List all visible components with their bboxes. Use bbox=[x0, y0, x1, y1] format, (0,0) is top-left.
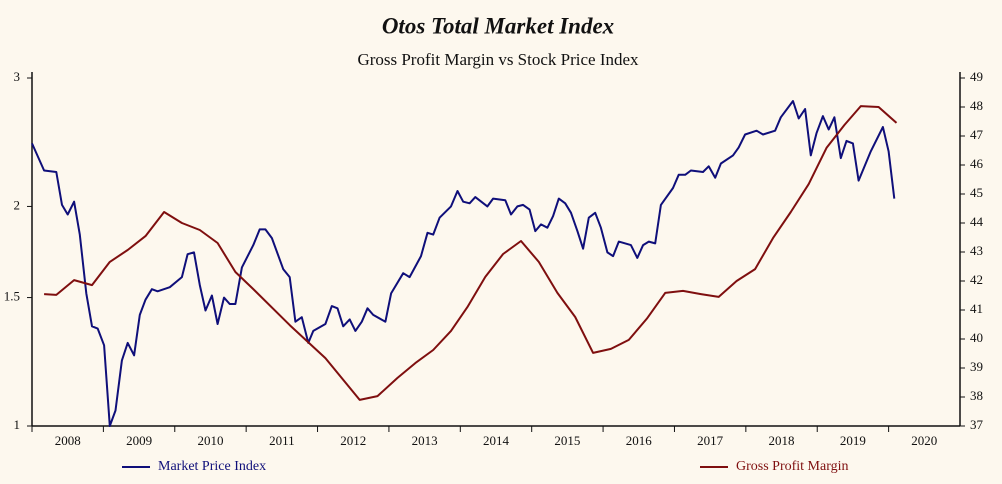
x-tick-label: 2017 bbox=[697, 433, 724, 448]
y2-tick-label: 42 bbox=[970, 272, 983, 287]
y-tick-label: 1 bbox=[14, 417, 21, 432]
y2-tick-label: 41 bbox=[970, 301, 983, 316]
y2-tick-label: 44 bbox=[970, 214, 984, 229]
x-tick-label: 2010 bbox=[197, 433, 223, 448]
y2-tick-label: 40 bbox=[970, 330, 983, 345]
chart-subtitle: Gross Profit Margin vs Stock Price Index bbox=[357, 50, 639, 69]
y2-tick-label: 37 bbox=[970, 417, 984, 432]
legend-text: Gross Profit Margin bbox=[736, 459, 849, 474]
legend-text: Market Price Index bbox=[158, 459, 266, 474]
y2-tick-label: 38 bbox=[970, 388, 983, 403]
x-tick-label: 2013 bbox=[412, 433, 438, 448]
x-tick-label: 2016 bbox=[626, 433, 653, 448]
y2-tick-label: 46 bbox=[970, 156, 984, 171]
series-line bbox=[44, 105, 898, 401]
x-tick-label: 2009 bbox=[126, 433, 152, 448]
y-tick-label: 2 bbox=[14, 197, 21, 212]
x-tick-label: 2014 bbox=[483, 433, 510, 448]
x-tick-label: 2015 bbox=[554, 433, 580, 448]
x-tick-label: 2019 bbox=[840, 433, 866, 448]
y2-tick-label: 45 bbox=[970, 185, 983, 200]
series-line bbox=[31, 100, 896, 427]
x-tick-label: 2008 bbox=[55, 433, 81, 448]
x-tick-label: 2011 bbox=[269, 433, 295, 448]
chart-title: Otos Total Market Index bbox=[382, 13, 614, 38]
y2-tick-label: 49 bbox=[970, 69, 983, 84]
y2-tick-label: 43 bbox=[970, 243, 983, 258]
y2-tick-label: 48 bbox=[970, 98, 983, 113]
y2-tick-label: 39 bbox=[970, 359, 983, 374]
x-tick-label: 2012 bbox=[340, 433, 366, 448]
y-tick-label: 3 bbox=[14, 69, 21, 84]
x-tick-label: 2018 bbox=[769, 433, 795, 448]
x-tick-label: 2020 bbox=[911, 433, 937, 448]
y2-tick-label: 47 bbox=[970, 127, 984, 142]
y-tick-label: 1.5 bbox=[4, 289, 20, 304]
